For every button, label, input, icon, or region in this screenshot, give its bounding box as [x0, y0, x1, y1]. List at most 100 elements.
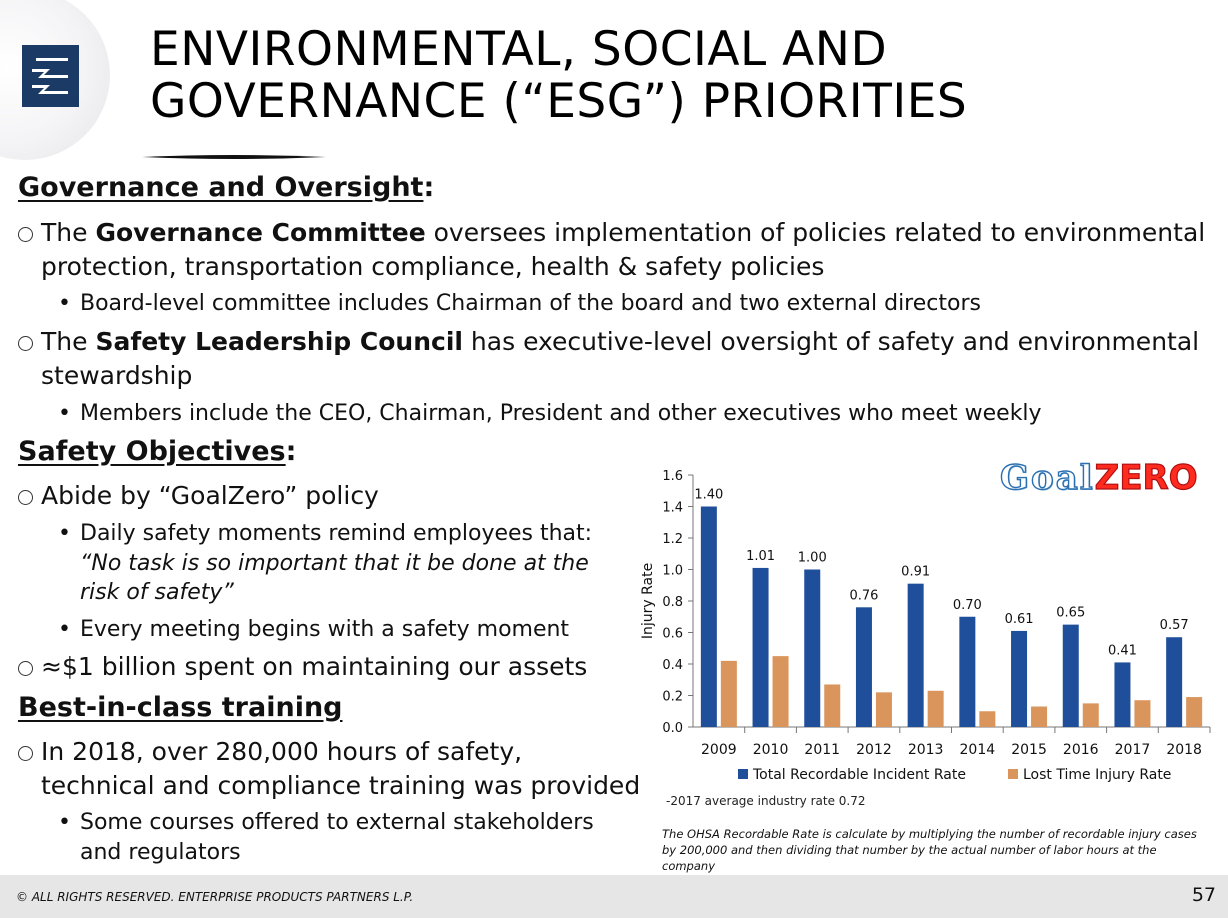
ohsa-footnote: The OHSA Recordable Rate is calculate by… [662, 827, 1197, 873]
governance-heading-text: Governance and Oversight [18, 172, 424, 203]
data-label: 0.61 [1005, 612, 1034, 627]
safety-heading: Safety Objectives: [18, 436, 296, 467]
safety-quote: “No task is so important that it be done… [80, 551, 589, 605]
title-divider [142, 155, 326, 159]
bullet-dot-icon: • [58, 401, 71, 426]
governance-committee-name: Governance Committee [95, 218, 426, 247]
governance-bullet-2: The Safety Leadership Council has execut… [18, 325, 1208, 393]
bar-lost-time [875, 692, 892, 727]
bullet-dot-icon: • [58, 617, 71, 642]
bar-total-recordable [804, 569, 821, 727]
legend-label-lost: Lost Time Injury Rate [1023, 767, 1171, 783]
safety-sub-bullet-1: • Daily safety moments remind employees … [58, 519, 618, 607]
bar-lost-time [1082, 703, 1099, 727]
bar-total-recordable [959, 616, 976, 727]
training-heading-text: Best-in-class training [18, 692, 343, 723]
training-heading: Best-in-class training [18, 692, 343, 723]
x-tick-label: 2013 [908, 742, 944, 758]
safety-bullet-1-text: Abide by “GoalZero” policy [41, 481, 379, 510]
x-tick-label: 2017 [1115, 742, 1151, 758]
sub-bullet-text: Members include the CEO, Chairman, Presi… [80, 401, 1042, 426]
text-run: oversees implementation of policies rela… [41, 218, 1206, 281]
text-run: The [41, 327, 96, 356]
safety-heading-text: Safety Objectives [18, 436, 286, 467]
x-tick-label: 2015 [1011, 742, 1047, 758]
data-label: 1.01 [746, 549, 775, 564]
safety-council-name: Safety Leadership Council [95, 327, 463, 356]
bar-total-recordable [1166, 637, 1183, 727]
bar-lost-time [927, 690, 944, 727]
governance-sub-bullet-1: • Board-level committee includes Chairma… [58, 289, 1208, 319]
slide-footer: © ALL RIGHTS RESERVED. ENTERPRISE PRODUC… [0, 875, 1228, 918]
sub-bullet-text: Every meeting begins with a safety momen… [80, 617, 570, 642]
y-tick-label: 0.6 [662, 627, 683, 642]
injury-rate-chart: 0.0 0.2 0.4 0.6 0.8 1.0 1.2 1.4 1.6 Injury Rate 20… [640, 469, 1211, 783]
bar-lost-time [720, 660, 737, 727]
bar-lost-time [772, 656, 789, 727]
bar-lost-time [1031, 706, 1048, 727]
bar-total-recordable [752, 567, 769, 727]
y-axis-title: Injury Rate [640, 563, 656, 639]
training-bullet-1: In 2018, over 280,000 hours of safety, t… [18, 735, 643, 803]
copyright-text: © ALL RIGHTS RESERVED. ENTERPRISE PRODUC… [16, 890, 414, 904]
y-tick-label: 0.4 [662, 658, 683, 673]
x-tick-label: 2011 [804, 742, 840, 758]
bullet-dot-icon: • [58, 291, 71, 316]
sub-bullet-text: Board-level committee includes Chairman … [80, 291, 981, 316]
data-label: 0.91 [901, 565, 930, 580]
training-sub-bullet-1: • Some courses offered to external stake… [58, 808, 628, 868]
bar-lost-time [824, 684, 841, 727]
goalzero-logo-goal: Goal [999, 457, 1095, 498]
goalzero-logo-zero: ZERO [1094, 457, 1198, 498]
text-run: has executive-level oversight of safety … [41, 327, 1200, 390]
governance-heading-colon: : [423, 172, 435, 203]
x-tick-label: 2018 [1166, 742, 1202, 758]
governance-heading: Governance and Oversight: [18, 172, 434, 203]
sub-bullet-text: Daily safety moments remind employees th… [80, 521, 593, 546]
x-tick-label: 2010 [753, 742, 789, 758]
y-tick-label: 1.0 [662, 564, 683, 579]
slide-title: ENVIRONMENTAL, SOCIAL AND GOVERNANCE (“E… [150, 24, 967, 128]
bar-total-recordable [907, 583, 924, 727]
page-number: 57 [1191, 884, 1216, 906]
bar-total-recordable [855, 607, 872, 727]
y-tick-label: 1.6 [662, 469, 683, 484]
bullet-dot-icon: • [58, 521, 71, 546]
x-tick-label: 2009 [701, 742, 737, 758]
governance-sub-bullet-2: • Members include the CEO, Chairman, Pre… [58, 399, 1208, 429]
bullet-ring-icon [18, 746, 33, 761]
industry-rate-note: -2017 average industry rate 0.72 [666, 794, 866, 808]
company-logo [22, 45, 79, 107]
safety-bullet-2-text: ≈$1 billion spent on maintaining our ass… [41, 652, 588, 681]
bullet-ring-icon [18, 227, 33, 242]
y-tick-label: 1.2 [662, 532, 683, 547]
bullet-dot-icon: • [58, 810, 71, 835]
safety-heading-colon: : [285, 436, 297, 467]
bullet-ring-icon [18, 661, 33, 676]
y-tick-label: 0.8 [662, 595, 683, 610]
bullet-ring-icon [18, 490, 33, 505]
training-bullet-1-text: In 2018, over 280,000 hours of safety, t… [41, 737, 641, 800]
data-label: 0.65 [1056, 606, 1085, 621]
bar-total-recordable [1062, 624, 1079, 727]
bullet-ring-icon [18, 336, 33, 351]
data-label: 0.76 [849, 588, 878, 603]
x-tick-label: 2012 [856, 742, 892, 758]
bar-lost-time [1134, 700, 1151, 727]
slide-title-line1: ENVIRONMENTAL, SOCIAL AND [150, 22, 888, 77]
text-run: The [41, 218, 96, 247]
y-tick-label: 0.2 [662, 690, 683, 705]
bar-total-recordable [1114, 662, 1131, 727]
safety-bullet-1: Abide by “GoalZero” policy [18, 479, 618, 513]
x-tick-label: 2014 [960, 742, 996, 758]
bar-total-recordable [1011, 630, 1028, 727]
bar-lost-time [979, 711, 996, 727]
slide-title-line2: GOVERNANCE (“ESG”) PRIORITIES [150, 74, 968, 129]
data-label: 1.00 [798, 551, 827, 566]
data-label: 1.40 [694, 488, 723, 503]
safety-bullet-2: ≈$1 billion spent on maintaining our ass… [18, 650, 618, 684]
y-tick-label: 1.4 [662, 501, 683, 516]
data-label: 0.57 [1160, 618, 1189, 633]
legend-label-total: Total Recordable Incident Rate [752, 767, 966, 783]
y-tick-label: 0.0 [662, 721, 683, 736]
